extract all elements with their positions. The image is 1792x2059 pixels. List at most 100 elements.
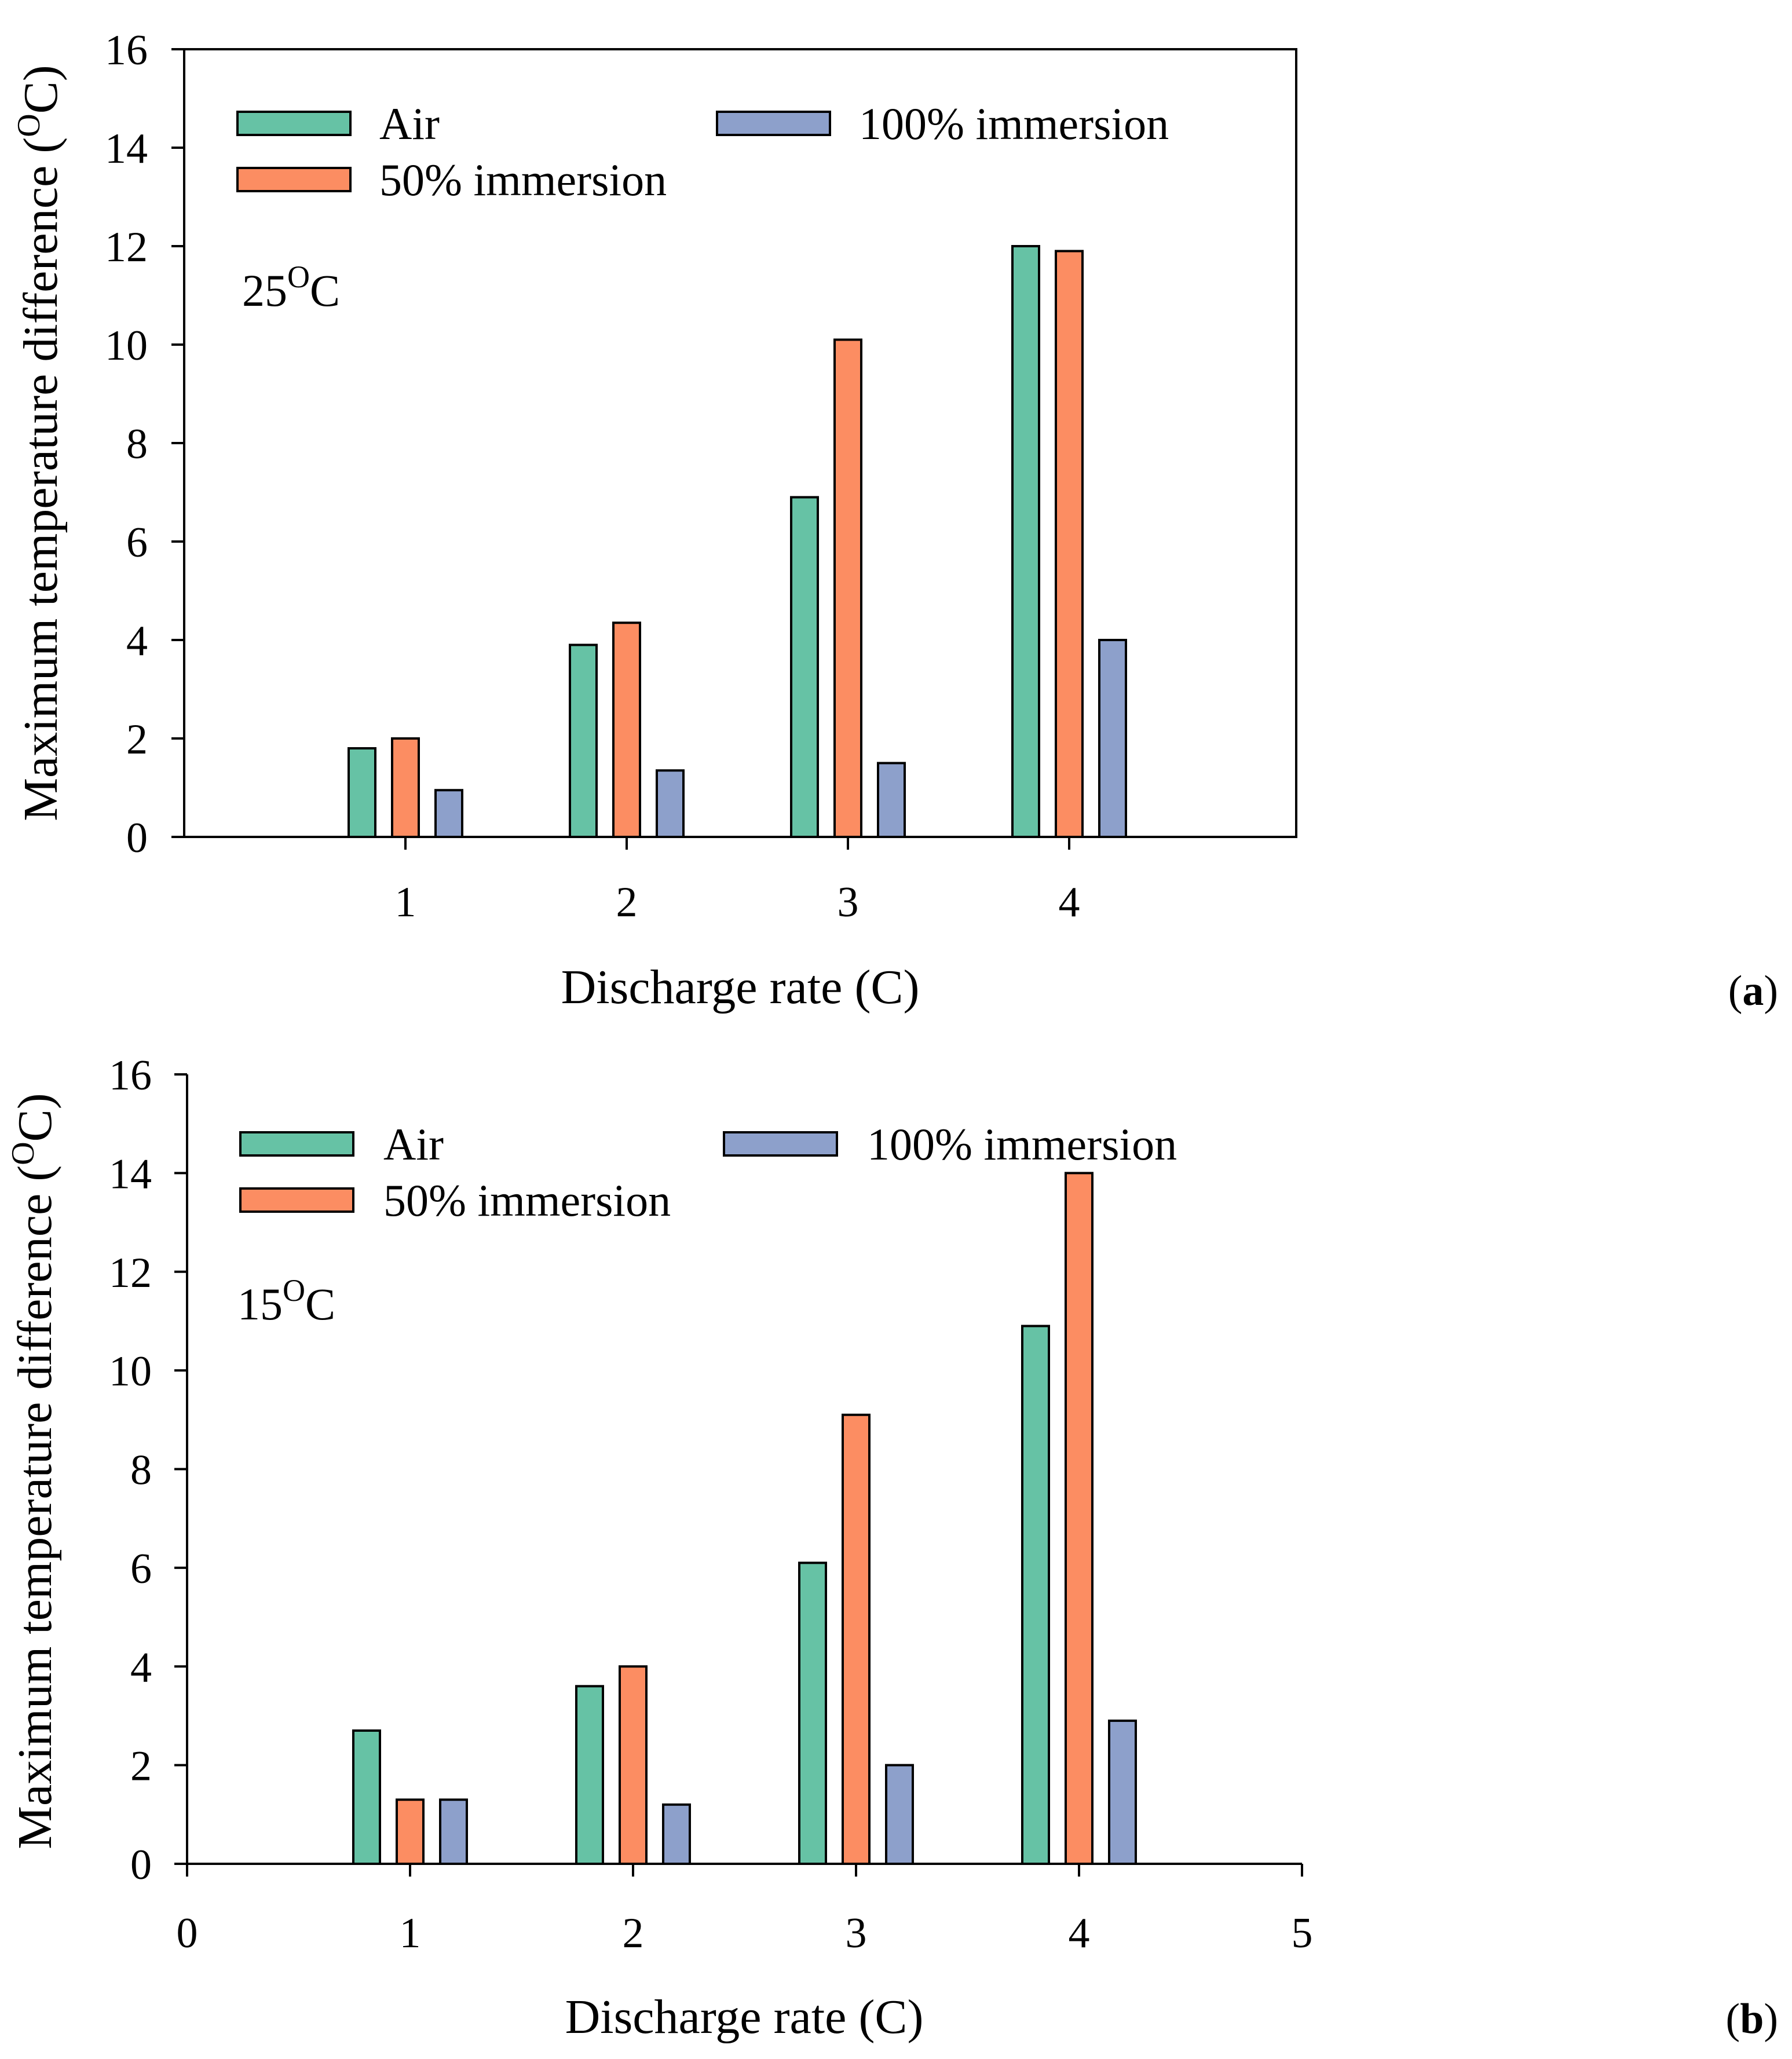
y-axis-title-main: Maximum temperature difference ( bbox=[8, 1165, 62, 1849]
panel-label-close: ) bbox=[1764, 1995, 1778, 2043]
annotation-unit: C bbox=[310, 265, 340, 316]
panel-label-a: (a) bbox=[1728, 967, 1778, 1015]
bar-immersion100-2 bbox=[656, 769, 685, 838]
legend-swatch-air bbox=[236, 111, 352, 136]
bar-immersion50-1 bbox=[396, 1798, 425, 1866]
legend-swatch-100-immersion bbox=[716, 111, 831, 136]
legend-swatch-100-immersion bbox=[723, 1131, 838, 1157]
y-tick-label: 14 bbox=[105, 125, 148, 173]
y-tick-label: 0 bbox=[126, 814, 148, 862]
y-tick-label: 4 bbox=[130, 1644, 152, 1691]
y-tick-label: 4 bbox=[126, 617, 148, 665]
x-tick-label: 0 bbox=[177, 1910, 198, 1957]
legend: Air 100% immersion 50% immersion bbox=[236, 98, 1169, 205]
annotation-unit: C bbox=[305, 1279, 335, 1329]
bar-group bbox=[348, 245, 1127, 838]
y-tick-label: 0 bbox=[130, 1841, 152, 1889]
bar-immersion50-2 bbox=[612, 621, 641, 838]
bar-immersion50-3 bbox=[833, 338, 862, 838]
y-axis: 0 2 4 6 8 10 12 14 16 bbox=[109, 1052, 187, 1889]
bar-immersion100-3 bbox=[877, 762, 906, 838]
bar-immersion50-4 bbox=[1055, 250, 1084, 838]
x-tick-label: 4 bbox=[1059, 879, 1080, 926]
x-tick-label: 2 bbox=[623, 1910, 644, 1957]
y-axis-title-unit: C) bbox=[14, 65, 68, 114]
y-tick-label: 12 bbox=[105, 224, 148, 271]
y-tick-label: 8 bbox=[130, 1447, 152, 1494]
x-tick-label: 2 bbox=[616, 879, 638, 926]
y-tick-label: 12 bbox=[109, 1249, 152, 1297]
x-axis-title: Discharge rate (C) bbox=[565, 1990, 924, 2044]
bar-air-4 bbox=[1011, 245, 1040, 838]
panel-label-b: (b) bbox=[1726, 1995, 1778, 2043]
y-tick-label: 2 bbox=[130, 1743, 152, 1790]
bar-air-2 bbox=[569, 643, 598, 838]
legend-label-air: Air bbox=[383, 1119, 444, 1169]
panel-label-letter: a bbox=[1742, 967, 1764, 1015]
bar-air-2 bbox=[575, 1685, 604, 1865]
x-axis: 1 2 3 4 bbox=[395, 837, 1080, 926]
bar-immersion50-3 bbox=[842, 1413, 871, 1865]
legend-label-air: Air bbox=[379, 98, 440, 149]
x-tick-label: 1 bbox=[395, 879, 416, 926]
y-tick-label: 10 bbox=[109, 1348, 152, 1395]
x-axis: 0 1 2 3 4 5 bbox=[177, 1864, 1313, 1957]
bar-immersion50-2 bbox=[619, 1665, 648, 1865]
bar-immersion100-1 bbox=[434, 789, 463, 838]
panel-label-open: ( bbox=[1728, 967, 1743, 1015]
bar-air-1 bbox=[348, 747, 376, 838]
legend: Air 100% immersion 50% immersion bbox=[239, 1119, 1177, 1226]
x-tick-label: 3 bbox=[838, 879, 859, 926]
y-tick-label: 8 bbox=[126, 420, 148, 468]
bar-immersion100-3 bbox=[885, 1764, 914, 1865]
y-axis-title-main: Maximum temperature difference ( bbox=[14, 137, 68, 821]
y-tick-label: 2 bbox=[126, 716, 148, 763]
bar-air-3 bbox=[790, 496, 819, 838]
bar-immersion50-1 bbox=[391, 737, 420, 838]
legend-label-50-immersion: 50% immersion bbox=[379, 155, 667, 205]
bar-immersion100-2 bbox=[662, 1803, 691, 1865]
panel-label-close: ) bbox=[1764, 967, 1778, 1015]
annotation-value: 25 bbox=[242, 265, 287, 316]
temperature-annotation: 25OC bbox=[242, 259, 340, 316]
y-axis: 0 2 4 6 8 10 12 14 16 bbox=[105, 27, 184, 862]
x-tick-label: 3 bbox=[846, 1910, 867, 1957]
x-tick-label: 4 bbox=[1069, 1910, 1090, 1957]
legend-swatch-50-immersion bbox=[239, 1187, 354, 1213]
y-tick-label: 6 bbox=[130, 1545, 152, 1593]
y-axis-title: Maximum temperature difference (OC) bbox=[11, 65, 68, 821]
y-tick-label: 16 bbox=[105, 27, 148, 74]
panel-label-open: ( bbox=[1726, 1995, 1740, 2043]
bar-immersion100-1 bbox=[439, 1798, 468, 1866]
y-tick-label: 10 bbox=[105, 322, 148, 370]
bar-air-3 bbox=[798, 1561, 827, 1865]
bar-immersion100-4 bbox=[1098, 639, 1127, 838]
y-tick-label: 14 bbox=[109, 1150, 152, 1198]
y-axis-title-sup: O bbox=[5, 1142, 41, 1165]
legend-swatch-50-immersion bbox=[236, 167, 352, 192]
y-axis-title-sup: O bbox=[11, 114, 47, 137]
bar-air-4 bbox=[1021, 1325, 1050, 1866]
y-tick-label: 16 bbox=[109, 1052, 152, 1099]
x-axis-title: Discharge rate (C) bbox=[561, 960, 920, 1014]
legend-label-100-immersion: 100% immersion bbox=[859, 98, 1169, 149]
bar-immersion50-4 bbox=[1065, 1172, 1094, 1865]
bar-group bbox=[352, 1172, 1137, 1866]
x-tick-label: 1 bbox=[400, 1910, 421, 1957]
bar-air-1 bbox=[352, 1729, 381, 1865]
legend-label-50-immersion: 50% immersion bbox=[383, 1175, 671, 1226]
temperature-annotation: 15OC bbox=[237, 1273, 335, 1329]
bar-immersion100-4 bbox=[1108, 1719, 1137, 1866]
annotation-sup: O bbox=[287, 259, 310, 294]
annotation-value: 15 bbox=[237, 1279, 283, 1329]
y-axis-title-unit: C) bbox=[8, 1093, 62, 1142]
panel-label-letter: b bbox=[1740, 1995, 1764, 2043]
legend-label-100-immersion: 100% immersion bbox=[867, 1119, 1177, 1169]
annotation-sup: O bbox=[283, 1273, 305, 1308]
x-tick-label: 5 bbox=[1292, 1910, 1313, 1957]
legend-swatch-air bbox=[239, 1131, 354, 1157]
y-tick-label: 6 bbox=[126, 519, 148, 566]
